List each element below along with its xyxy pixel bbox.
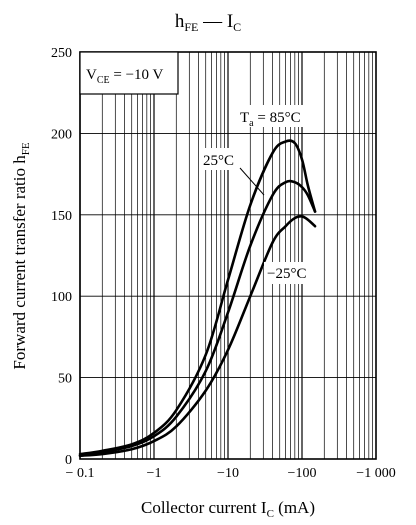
series-line-0 bbox=[78, 139, 317, 456]
label-minus25c: −25°C bbox=[267, 266, 306, 282]
grid bbox=[79, 51, 376, 460]
x-tick-label: −1 000 bbox=[356, 466, 395, 481]
x-tick-label: −10 bbox=[217, 466, 239, 481]
y-tick-label: 0 bbox=[65, 453, 72, 468]
label-25c: 25°C bbox=[203, 153, 234, 169]
x-tick-label: −1 bbox=[147, 466, 162, 481]
y-tick-label: 100 bbox=[51, 290, 72, 305]
curve-labels: Ta = 85°C 25°C −25°C bbox=[200, 105, 316, 284]
curves bbox=[78, 139, 317, 458]
series-line-1 bbox=[78, 179, 317, 458]
x-tick-labels: − 0.1 −1 −10 −100 −1 000 bbox=[66, 466, 396, 481]
y-tick-labels: 0 50 100 150 200 250 bbox=[51, 46, 72, 468]
x-tick-label: − 0.1 bbox=[66, 466, 95, 481]
label-ta-85: Ta = 85°C bbox=[240, 110, 301, 129]
condition-box: VCE = −10 V bbox=[79, 51, 179, 95]
y-tick-label: 50 bbox=[58, 372, 72, 387]
y-tick-label: 200 bbox=[51, 127, 72, 142]
series-line-2 bbox=[78, 215, 317, 458]
y-tick-label: 150 bbox=[51, 209, 72, 224]
plot-frame bbox=[79, 51, 377, 460]
x-tick-label: −100 bbox=[288, 466, 317, 481]
chart-title: hFE — IC bbox=[175, 11, 241, 34]
condition-label: VCE = −10 V bbox=[86, 67, 164, 86]
x-axis-label: Collector current IC (mA) bbox=[141, 498, 315, 520]
y-axis-label: Forward current transfer ratio hFE bbox=[10, 142, 32, 369]
label-25c-leader bbox=[239, 167, 265, 196]
y-tick-label: 250 bbox=[51, 46, 72, 61]
